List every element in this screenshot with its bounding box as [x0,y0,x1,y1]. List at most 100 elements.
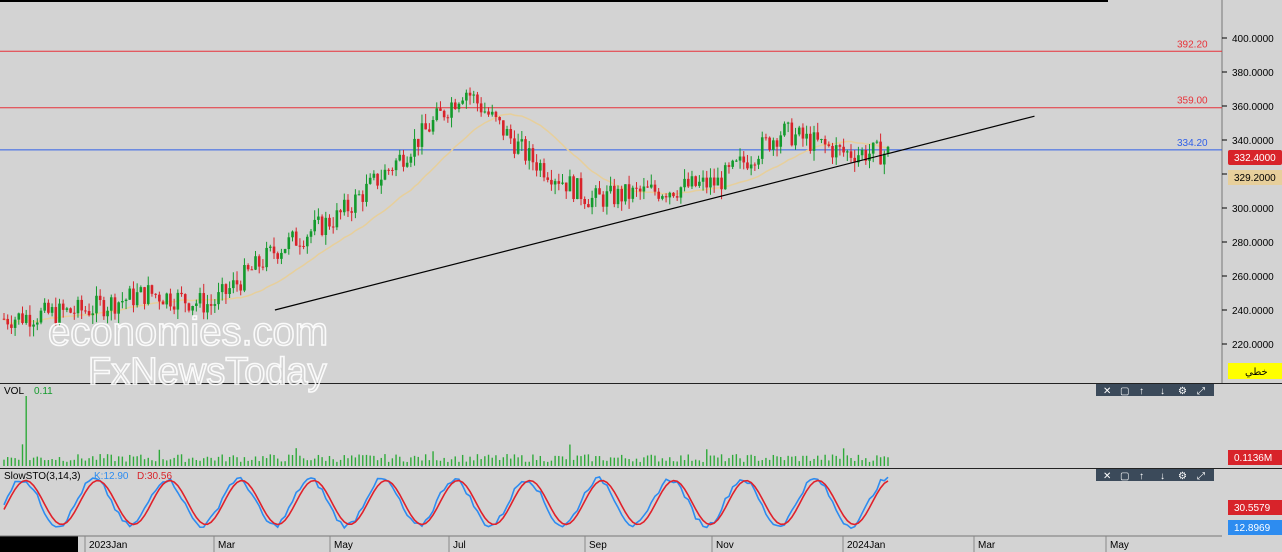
volume-bar [180,454,183,466]
volume-bar [861,460,863,466]
expand-icon[interactable]: ⤢ [1197,386,1205,397]
volume-bar [528,461,530,466]
volume-bar [262,456,264,466]
candle-body [424,123,427,130]
volume-bar [809,460,812,466]
candle-body [187,303,191,311]
candle-body [202,293,206,313]
candle-body [6,318,9,325]
candle-body [446,117,450,119]
candle-body [461,100,464,104]
settings-icon[interactable]: ⚙ [1178,386,1187,397]
volume-bar [669,457,671,466]
volume-bar [521,455,523,466]
candle-body [772,140,775,150]
volume-bar [584,454,586,466]
arrow-up-icon[interactable]: ↑ [1139,386,1144,397]
close-icon[interactable]: ✕ [1103,386,1111,397]
volume-bar [768,459,771,466]
stochastic-k-axis: 12.8969 [1234,523,1271,534]
candle-body [346,199,350,212]
candle-body [539,163,542,171]
arrow-down-icon[interactable]: ↓ [1160,386,1165,397]
volume-value: 0.11 [34,386,53,397]
candle-body [479,103,483,113]
volume-bar [80,458,83,466]
chart-type-label[interactable]: خطي [1245,367,1268,378]
trendline[interactable] [274,115,1035,311]
volume-bar [717,457,719,466]
candle-body [72,312,76,314]
volume-bar [373,455,375,466]
candle-body [206,304,209,313]
volume-bar [517,457,519,466]
candle-body [731,160,734,167]
candle-body [243,265,246,291]
volume-bar [380,457,382,466]
candle-body [557,181,561,184]
volume-bar [602,460,604,466]
candlesticks [2,87,890,337]
window-icon[interactable]: ▢ [1120,386,1129,397]
candle-body [309,231,313,237]
time-tick-label: May [334,540,353,551]
volume-bar [473,460,475,466]
stochastic-k-label: K:12.90 [94,471,129,482]
volume-bar [402,461,405,466]
candle-body [261,266,265,268]
volume-bar [162,459,164,466]
volume-bar [702,461,704,466]
candle-body [686,178,690,187]
volume-bar [484,456,486,466]
candle-body [420,123,424,147]
volume-bar [617,457,619,466]
chart-type-button[interactable] [1228,363,1282,379]
volume-bar [214,460,216,466]
level-label: 359.00 [1177,96,1208,107]
candle-body [594,188,598,198]
candle-body [727,165,731,167]
volume-bar [92,456,94,466]
settings-icon[interactable]: ⚙ [1178,471,1187,482]
arrow-down-icon[interactable]: ↓ [1160,471,1165,482]
volume-bars [3,396,889,466]
volume-bar [506,454,508,466]
volume-bar [3,459,5,466]
candle-body [712,177,716,186]
volume-bar [428,460,431,466]
volume-title: VOL [4,386,24,397]
candle-body [439,108,442,111]
close-icon[interactable]: ✕ [1103,471,1111,482]
window-icon[interactable]: ▢ [1120,471,1129,482]
volume-bar [657,461,660,466]
expand-icon[interactable]: ⤢ [1197,471,1205,482]
volume-bar [694,459,697,466]
candle-body [265,247,268,268]
volume-bar [228,456,231,466]
volume-bar [265,458,268,466]
candle-body [672,192,675,197]
volume-bar [839,458,841,466]
volume-bar [798,461,800,466]
level-label: 392.20 [1177,39,1208,50]
candle-body [860,150,864,156]
volume-bar [791,456,793,466]
volume-bar [491,457,493,466]
volume-bar [820,459,823,466]
candle-body [550,179,553,185]
volume-bar [794,456,797,466]
candle-body [228,288,231,295]
candle-body [760,137,764,159]
volume-bar [854,460,856,466]
arrow-up-icon[interactable]: ↑ [1139,471,1144,482]
candle-body [683,178,686,188]
candle-body [468,92,472,96]
candle-body [642,186,646,192]
volume-bar [154,461,157,466]
volume-bar [173,457,175,466]
volume-bar [709,455,712,466]
volume-bar [299,455,301,466]
candle-body [864,150,868,161]
candle-body [620,188,623,202]
candle-body [587,204,590,208]
